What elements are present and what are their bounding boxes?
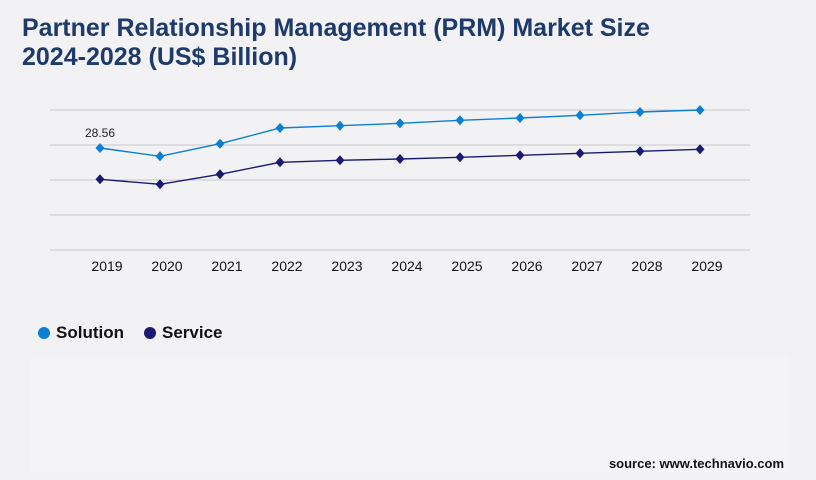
data-point-solution bbox=[455, 115, 465, 126]
data-point-service bbox=[275, 157, 285, 168]
data-point-service bbox=[395, 154, 405, 164]
data-point-solution bbox=[695, 105, 705, 115]
source-text: source: www.technavio.com bbox=[608, 456, 784, 471]
x-tick-label: 2028 bbox=[631, 258, 662, 274]
data-point-service bbox=[515, 150, 525, 161]
x-tick-label: 2024 bbox=[391, 258, 422, 274]
data-point-service bbox=[635, 146, 645, 157]
data-point-solution bbox=[335, 120, 345, 131]
data-point-service bbox=[455, 152, 465, 163]
x-tick-label: 2023 bbox=[331, 258, 362, 274]
data-point-service bbox=[695, 144, 705, 155]
line-chart: 2019 2020 2021 2022 2023 2024 2025 2026 2027 2028… bbox=[50, 105, 750, 274]
data-point-service bbox=[575, 148, 585, 159]
x-tick-label: 2029 bbox=[691, 258, 722, 274]
data-point-solution bbox=[635, 107, 645, 117]
chart-title: Partner Relationship Management (PRM) Ma… bbox=[22, 14, 650, 72]
data-point-service bbox=[215, 169, 225, 180]
x-tick-label: 2027 bbox=[571, 258, 602, 274]
legend-marker-solution bbox=[38, 327, 50, 339]
data-point-solution bbox=[395, 118, 405, 129]
series-line-solution bbox=[99, 109, 701, 157]
x-tick-label: 2019 bbox=[91, 258, 122, 274]
x-tick-label: 2022 bbox=[271, 258, 302, 274]
legend: Solution Service bbox=[38, 323, 222, 343]
legend-label-solution: Solution bbox=[56, 323, 124, 342]
x-tick-label: 2020 bbox=[151, 258, 182, 274]
data-point-service bbox=[95, 174, 105, 185]
title-line-2: 2024-2028 (US$ Billion) bbox=[22, 43, 298, 71]
x-tick-label: 2021 bbox=[211, 258, 242, 274]
legend-item-service[interactable]: Service bbox=[143, 323, 223, 343]
data-point-solution bbox=[275, 123, 285, 133]
legend-marker-service bbox=[143, 327, 156, 339]
x-tick-label: 2026 bbox=[511, 258, 542, 274]
data-point-service bbox=[335, 155, 345, 166]
x-tick-label: 2025 bbox=[451, 258, 482, 274]
data-point-solution bbox=[215, 138, 225, 149]
data-point-solution bbox=[155, 151, 165, 162]
data-point-solution bbox=[515, 113, 525, 123]
legend-item-solution[interactable]: Solution bbox=[38, 323, 124, 343]
data-label: 28.56 bbox=[85, 126, 115, 140]
legend-label-service: Service bbox=[161, 323, 223, 342]
data-point-solution bbox=[575, 110, 585, 121]
data-point-service bbox=[155, 179, 165, 190]
data-point-solution bbox=[95, 143, 105, 153]
background-panel bbox=[30, 356, 790, 472]
title-line-1: Partner Relationship Management (PRM) Ma… bbox=[22, 14, 650, 42]
